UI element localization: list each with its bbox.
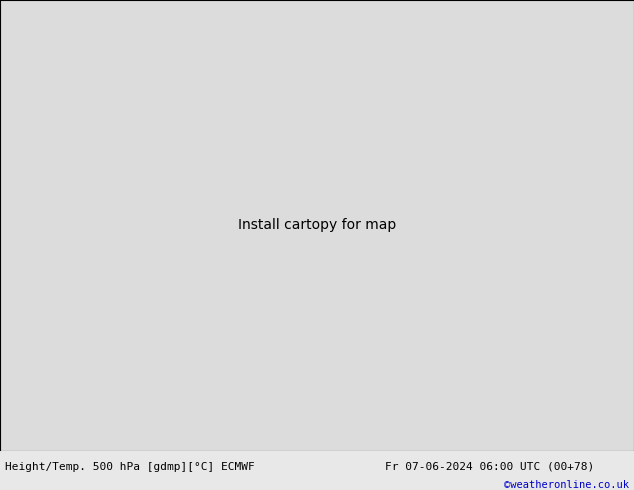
Text: ©weatheronline.co.uk: ©weatheronline.co.uk: [504, 480, 629, 490]
Text: Fr 07-06-2024 06:00 UTC (00+78): Fr 07-06-2024 06:00 UTC (00+78): [385, 462, 594, 472]
Text: Install cartopy for map: Install cartopy for map: [238, 219, 396, 232]
Text: Height/Temp. 500 hPa [gdmp][°C] ECMWF: Height/Temp. 500 hPa [gdmp][°C] ECMWF: [5, 462, 255, 472]
